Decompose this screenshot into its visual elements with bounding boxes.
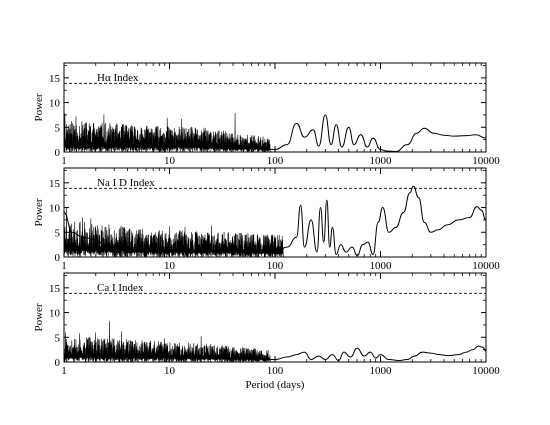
power-series-line bbox=[64, 114, 486, 152]
y-tick-label: 5 bbox=[55, 332, 61, 344]
y-tick-label: 10 bbox=[49, 203, 61, 215]
power-noise-line bbox=[64, 207, 284, 257]
x-tick-label: 1 bbox=[61, 155, 67, 167]
y-axis-title: Power bbox=[33, 303, 45, 331]
panel-label: Na I D Index bbox=[97, 177, 155, 189]
panel-label: Hα Index bbox=[97, 72, 139, 84]
x-tick-label: 10000 bbox=[472, 260, 500, 272]
x-tick-label: 10 bbox=[164, 365, 176, 377]
y-tick-label: 0 bbox=[55, 252, 61, 264]
x-tick-label: 10 bbox=[164, 155, 176, 167]
y-tick-label: 10 bbox=[49, 98, 61, 110]
y-tick-label: 10 bbox=[49, 308, 61, 320]
y-axis-title: Power bbox=[33, 198, 45, 226]
y-tick-label: 0 bbox=[55, 357, 61, 369]
panel-3: 0 5 10 15 1 10 100 1000 10000 Power Ca I Index Peri… bbox=[33, 272, 500, 391]
panel-label: Ca I Index bbox=[97, 282, 144, 294]
power-noise-line bbox=[64, 112, 271, 152]
x-tick-label: 1 bbox=[61, 365, 67, 377]
y-tick-label: 5 bbox=[55, 122, 61, 134]
x-tick-label: 100 bbox=[267, 155, 284, 167]
panel-1: 0 5 10 15 1 10 100 1000 10000 Power Hα Index bbox=[33, 62, 500, 167]
y-axis-title: Power bbox=[33, 93, 45, 121]
y-tick-label: 0 bbox=[55, 147, 61, 159]
y-tick-label: 15 bbox=[49, 283, 61, 295]
x-tick-label: 10000 bbox=[472, 365, 500, 377]
y-tick-label: 15 bbox=[49, 178, 61, 190]
power-series-line bbox=[64, 185, 486, 257]
x-tick-label: 100 bbox=[267, 365, 284, 377]
y-tick-label: 15 bbox=[49, 73, 61, 85]
x-tick-label: 100 bbox=[267, 260, 284, 272]
panel-2: 0 5 10 15 1 10 100 1000 10000 Power Na I D Index bbox=[33, 167, 500, 272]
x-tick-label: 1000 bbox=[370, 155, 393, 167]
power-series-line bbox=[64, 345, 486, 362]
x-tick-label: 1000 bbox=[370, 260, 393, 272]
x-tick-label: 1000 bbox=[370, 365, 393, 377]
x-tick-label: 1 bbox=[61, 260, 67, 272]
x-tick-label: 10 bbox=[164, 260, 176, 272]
power-noise-line bbox=[64, 320, 271, 362]
x-axis-title: Period (days) bbox=[246, 379, 305, 391]
y-tick-label: 5 bbox=[55, 227, 61, 239]
x-tick-label: 10000 bbox=[472, 155, 500, 167]
